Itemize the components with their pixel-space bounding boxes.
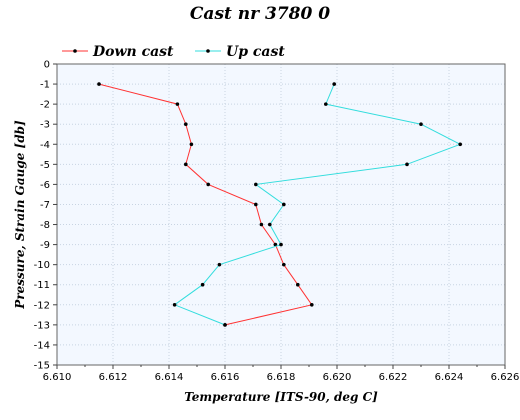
y-tick-label: -10 (34, 260, 50, 271)
data-point (310, 303, 314, 307)
data-point (296, 282, 300, 287)
x-tick-label: 6.612 (99, 372, 128, 383)
x-tick-label: 6.610 (43, 372, 72, 383)
y-tick-label: -1 (40, 80, 50, 91)
y-tick-label: -14 (34, 340, 50, 351)
x-tick-label: 6.618 (267, 372, 296, 383)
data-point (189, 142, 194, 147)
y-tick-label: -11 (34, 280, 50, 291)
data-point (206, 182, 210, 187)
chart-title: Cast nr 3780 0 (189, 4, 331, 24)
data-point (268, 222, 272, 227)
x-tick-label: 6.626 (491, 372, 520, 383)
y-tick-label: -15 (34, 361, 50, 372)
data-point (458, 142, 463, 147)
x-tick-label: 6.614 (155, 372, 184, 383)
x-tick-label: 6.616 (211, 372, 240, 383)
data-point (324, 102, 328, 106)
y-tick-label: -3 (40, 120, 50, 131)
axes: 6.610 6.612 6.614 6.616 6.618 6.620 6.622 6.624… (34, 60, 520, 384)
data-point (254, 182, 258, 187)
y-tick-label: -4 (40, 140, 50, 151)
y-axis-title: Pressure, Strain Gauge [db] (13, 120, 27, 310)
data-point (405, 162, 409, 167)
y-tick-label: -13 (34, 320, 50, 331)
y-tick-label: -8 (40, 220, 50, 231)
data-point (217, 262, 222, 267)
data-point (254, 202, 258, 207)
y-tick-label: -12 (34, 300, 50, 311)
data-point (282, 262, 286, 267)
data-point (279, 242, 283, 247)
data-point (97, 82, 101, 86)
y-tick-label: -2 (40, 100, 50, 111)
legend: Down cast Up cast (62, 44, 285, 60)
y-tick-label: -6 (40, 180, 50, 191)
legend-swatch-marker (73, 49, 77, 53)
y-tick-label: -9 (40, 240, 50, 251)
legend-label: Down cast (92, 44, 174, 60)
data-point (259, 222, 264, 227)
series-layer (97, 82, 463, 327)
data-point (332, 82, 337, 86)
x-axis-title: Temperature [ITS-90, deg C] (184, 390, 378, 404)
data-point (184, 162, 188, 167)
data-point (282, 202, 286, 207)
data-point (172, 303, 177, 307)
data-point (184, 122, 188, 126)
data-point (419, 122, 423, 126)
x-tick-label: 6.622 (379, 372, 408, 383)
data-point (200, 282, 205, 287)
data-point (175, 102, 180, 106)
legend-label: Up cast (226, 44, 285, 60)
x-tick-label: 6.620 (323, 372, 352, 383)
y-tick-label: -7 (40, 200, 50, 211)
y-tick-label: 0 (44, 60, 50, 71)
data-point (223, 323, 227, 327)
legend-swatch-marker (206, 49, 210, 53)
x-tick-label: 6.624 (435, 372, 464, 383)
data-point (273, 242, 278, 247)
y-tick-label: -5 (40, 160, 50, 171)
